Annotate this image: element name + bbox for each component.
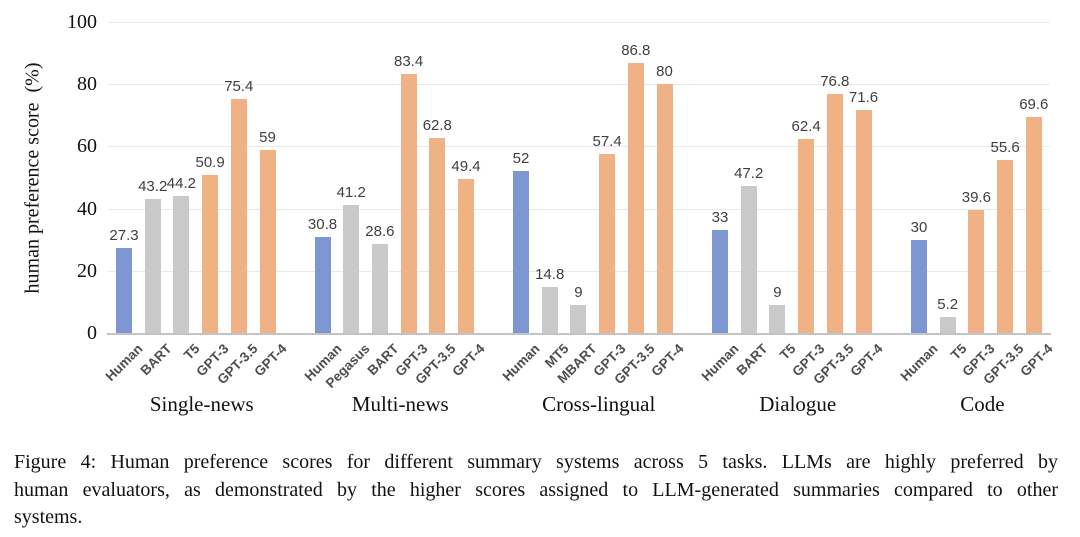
- bar-value-label: 44.2: [166, 174, 196, 192]
- x-tick-label: Human: [897, 341, 941, 384]
- bar-value-label: 33: [711, 209, 729, 227]
- x-tick-label: T5: [181, 341, 203, 363]
- bar-value-label: 62.4: [791, 117, 821, 135]
- x-axis-line: [107, 333, 1051, 335]
- x-tick-label: Human: [698, 341, 742, 384]
- bar-cross-lingual-gpt-3: [599, 154, 616, 333]
- bar-code-gpt-4: [1025, 116, 1042, 333]
- bar-dialogue-gpt-4: [855, 110, 872, 333]
- bar-value-label: 50.9: [195, 153, 225, 171]
- bar-dialogue-gpt-3-5: [826, 94, 843, 333]
- gridline-40: [108, 208, 1050, 210]
- bar-value-label: 41.2: [336, 183, 366, 201]
- x-tick-label: T5: [777, 341, 799, 363]
- x-tick-label: BART: [137, 341, 175, 379]
- bar-value-label: 5.2: [937, 295, 959, 313]
- bar-cross-lingual-mt5: [541, 286, 558, 333]
- bar-value-label: 14.8: [535, 265, 565, 283]
- bar-value-label: 59: [259, 128, 276, 146]
- bar-value-label: 27.3: [109, 227, 139, 245]
- group-label-cross-lingual: Cross-lingual: [542, 392, 656, 416]
- y-tick-label: 0: [87, 322, 97, 344]
- bar-code-t5: [939, 316, 956, 333]
- bar-value-label: 75.4: [224, 77, 254, 95]
- bar-multi-news-gpt-3-5: [429, 137, 446, 333]
- bar-value-label: 71.6: [848, 89, 879, 107]
- x-tick-label: BART: [733, 341, 771, 379]
- y-tick-label: 100: [67, 11, 97, 33]
- bar-value-label: 57.4: [592, 133, 622, 151]
- bar-multi-news-pegasus: [343, 204, 360, 333]
- bar-value-label: 30: [910, 218, 928, 236]
- group-label-code: Code: [960, 392, 1005, 416]
- bar-dialogue-bart: [740, 186, 757, 333]
- bar-multi-news-human: [314, 237, 331, 333]
- caption-line: Figure 4: Human preference scores for di…: [14, 451, 1058, 473]
- y-tick-label: 60: [77, 135, 97, 158]
- y-tick-label: 40: [77, 197, 97, 220]
- gridline-60: [108, 146, 1050, 148]
- bar-single-news-gpt-4: [259, 149, 276, 333]
- bar-value-label: 69.6: [1019, 95, 1049, 113]
- bar-value-label: 86.8: [621, 42, 651, 60]
- bar-single-news-bart: [144, 198, 161, 333]
- bar-value-label: 28.6: [365, 223, 395, 241]
- group-label-dialogue: Dialogue: [759, 392, 837, 416]
- bar-value-label: 62.8: [422, 116, 452, 134]
- caption-line: human evaluators, as demonstrated by the…: [14, 478, 1058, 501]
- bar-code-human: [911, 239, 927, 333]
- bar-code-gpt-3-5: [997, 160, 1014, 333]
- bar-value-label: 47.2: [734, 165, 764, 183]
- bar-cross-lingual-mbart: [570, 305, 587, 333]
- bar-value-label: 43.2: [138, 177, 168, 195]
- bar-chart: human preference score (%) 0 20 40 60 80 100 2…: [22, 11, 1056, 416]
- bar-code-gpt-3: [968, 209, 985, 333]
- x-tick-label: GPT-4: [449, 341, 488, 380]
- gridline-20: [108, 270, 1050, 272]
- bar-value-label: 52: [512, 150, 530, 168]
- plot-area: 0 20 40 60 80 100 27.3 Human 43.2 BART 44.2 T5 50.9 G…: [67, 11, 1056, 416]
- caption-line: systems.: [14, 506, 83, 528]
- x-tick-label: Human: [499, 341, 543, 384]
- bar-single-news-t5: [173, 195, 190, 333]
- gridline-100: [108, 22, 1050, 23]
- x-tick-label: GPT-4: [1017, 341, 1056, 380]
- bar-value-label: 49.4: [451, 158, 481, 176]
- bar-value-label: 80: [656, 63, 673, 81]
- figure-caption: Figure 4: Human preference scores for di…: [14, 449, 1058, 532]
- bar-multi-news-gpt-3: [400, 73, 417, 333]
- x-tick-label: Human: [102, 341, 146, 384]
- bar-cross-lingual-human: [513, 171, 529, 333]
- bar-dialogue-human: [712, 230, 728, 333]
- bar-dialogue-t5: [769, 305, 786, 333]
- bar-single-news-gpt-3-5: [230, 98, 247, 333]
- bar-multi-news-bart: [371, 244, 388, 333]
- bar-value-label: 76.8: [820, 73, 850, 91]
- bar-value-label: 9: [574, 284, 583, 301]
- group-label-single-news: Single-news: [149, 392, 254, 416]
- group-label-multi-news: Multi-news: [351, 392, 449, 416]
- x-tick-label: T5: [947, 341, 970, 363]
- y-tick-label: 80: [77, 73, 97, 96]
- bar-single-news-human: [116, 248, 132, 333]
- bar-value-label: 83.4: [393, 52, 424, 70]
- bar-value-label: 9: [773, 284, 782, 301]
- bar-single-news-gpt-3: [202, 174, 219, 333]
- y-tick-label: 20: [77, 259, 97, 282]
- bar-value-label: 30.8: [307, 216, 338, 234]
- bar-cross-lingual-gpt-3-5: [627, 63, 644, 333]
- bar-value-label: 39.6: [961, 188, 991, 206]
- bar-cross-lingual-gpt-4: [656, 84, 673, 333]
- bar-multi-news-gpt-4: [458, 179, 474, 333]
- bar-value-label: 55.6: [990, 139, 1020, 157]
- bar-dialogue-gpt-3: [798, 138, 815, 333]
- gridline-80: [108, 84, 1050, 86]
